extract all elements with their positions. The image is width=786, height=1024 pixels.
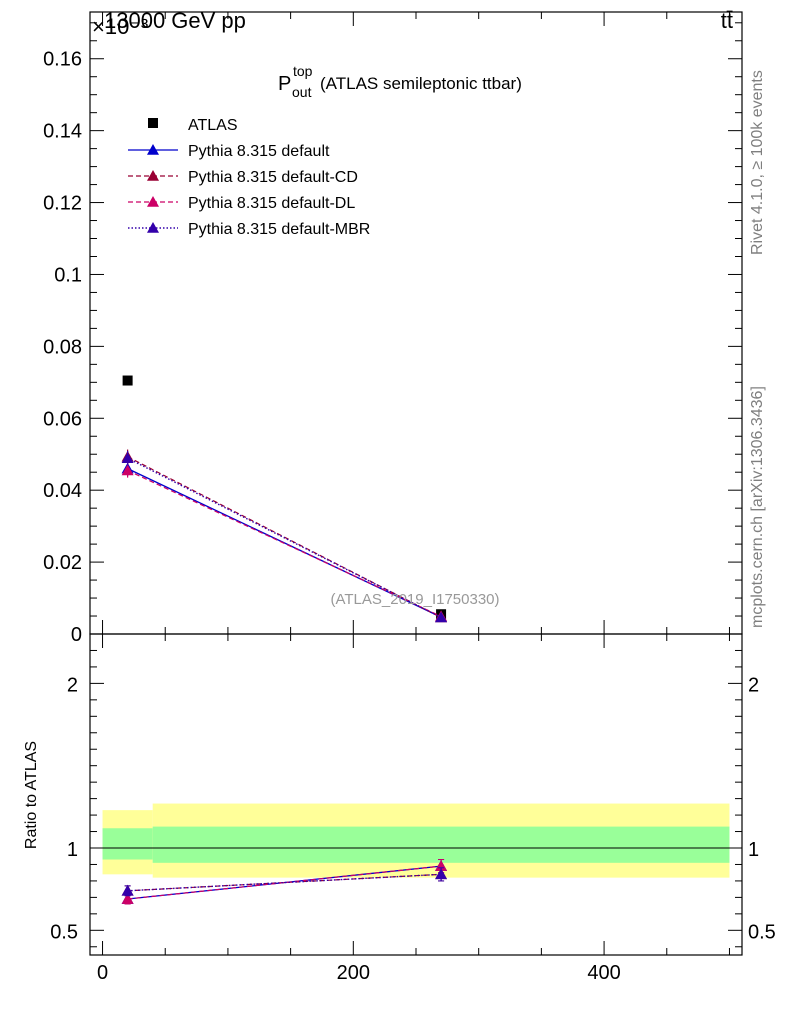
main-ytick-label: 0.04	[43, 480, 82, 502]
rivet-label: Rivet 4.1.0, ≥ 100k events	[749, 70, 766, 255]
legend-label: Pythia 8.315 default-CD	[188, 169, 358, 186]
ratio-ytick-label-right: 0.5	[748, 921, 776, 943]
ratio-series-marker	[121, 893, 134, 904]
axes-frames	[89, 11, 743, 956]
ratio-ytick-label-right: 2	[748, 674, 759, 696]
legend-label: Pythia 8.315 default-MBR	[188, 221, 370, 238]
main-series-marker	[121, 464, 134, 476]
legend-label: ATLAS	[188, 117, 238, 134]
main-series-line	[127, 457, 442, 619]
main-frame	[89, 11, 743, 635]
main-ytick-label: 0.02	[43, 552, 82, 574]
legend-marker	[148, 118, 158, 128]
main-data-point	[122, 375, 133, 386]
main-ytick-label: 0.14	[43, 121, 82, 143]
legend-marker	[147, 222, 159, 233]
main-ytick-label: 0.12	[43, 193, 82, 215]
source-label: mcplots.cern.ch [arXiv:1306.3436]	[749, 386, 766, 628]
ratio-ytick-label-right: 1	[748, 839, 759, 861]
main-ytick-label: 0.16	[43, 49, 82, 71]
ratio-series-layer	[121, 859, 448, 905]
ratio-series-line	[127, 865, 442, 900]
main-ytick-label: 0.08	[43, 336, 82, 358]
title-superscript: top	[293, 63, 313, 79]
ratio-xtick-label: 200	[337, 962, 370, 984]
ratio-ytick-label: 1	[67, 839, 78, 861]
ratio-ylabel: Ratio to ATLAS	[23, 741, 40, 849]
legend-marker	[147, 144, 159, 155]
exponent-label: ×10⁻³	[92, 14, 148, 39]
main-panel: 0 0.02 0.04 0.06 0.08 0.1 0.12 0.14 0.16	[43, 49, 82, 646]
ratio-band-inner	[152, 826, 730, 863]
ratio-band-inner	[102, 828, 153, 860]
ratio-xtick-label: 0	[97, 962, 108, 984]
main-series-line	[127, 469, 442, 617]
legend-label: Pythia 8.315 default-DL	[188, 195, 355, 212]
main-ytick-label: 0.06	[43, 408, 82, 430]
ratio-series-marker	[435, 868, 448, 880]
ratio-xtick-label: 400	[587, 962, 620, 984]
legend-label: Pythia 8.315 default	[188, 143, 330, 160]
legend-marker	[147, 170, 159, 181]
ratio-panel: 0.5 0.5 1 1 2 2 0 200 400	[50, 674, 776, 984]
ratio-ytick-label: 2	[67, 674, 78, 696]
title-subscript: out	[292, 84, 312, 100]
ratio-series-marker	[121, 884, 134, 896]
ratio-series-line	[127, 873, 442, 892]
watermark-label: (ATLAS_2019_I1750330)	[330, 591, 499, 608]
title-text: (ATLAS semileptonic ttbar)	[320, 74, 522, 93]
main-series-layer	[121, 375, 448, 623]
main-ytick-label: 0	[71, 624, 82, 646]
main-series-marker	[121, 452, 134, 463]
ratio-ytick-label: 0.5	[50, 921, 78, 943]
main-ytick-label: 0.1	[54, 264, 82, 286]
legend-marker	[147, 196, 159, 207]
ratio-frame	[89, 633, 743, 956]
title-symbol: P	[278, 73, 291, 95]
legend: ATLAS Pythia 8.315 default Pythia 8.315 de…	[128, 117, 370, 238]
plot-title: P top out (ATLAS semileptonic ttbar)	[278, 63, 522, 100]
main-series-marker	[435, 611, 448, 623]
